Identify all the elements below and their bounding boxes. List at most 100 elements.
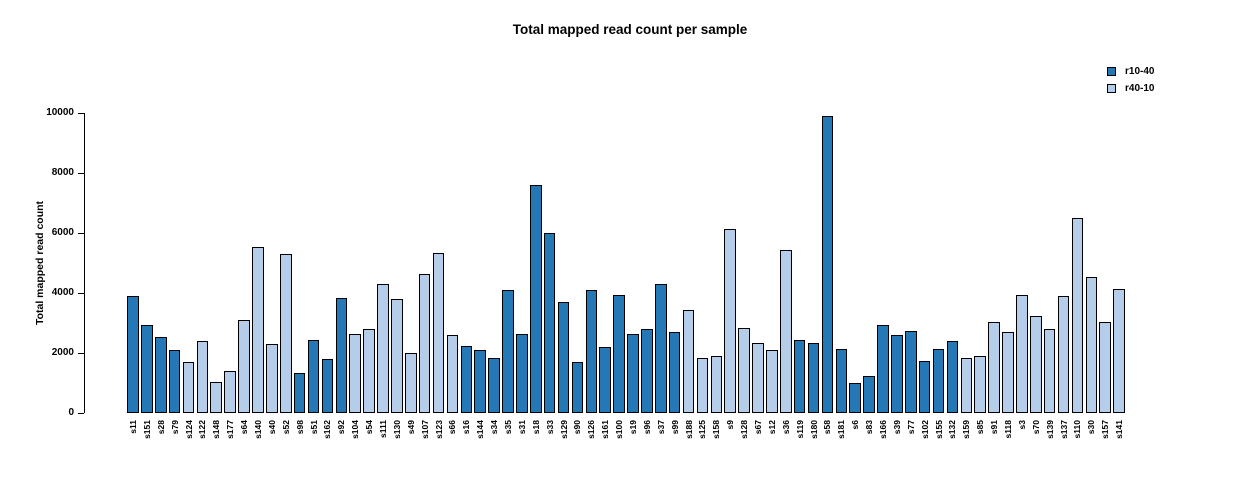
x-label-s188: s188: [683, 420, 694, 439]
x-label-s130: s130: [391, 420, 402, 439]
y-tick-mark: [78, 112, 84, 114]
bar-s188: [682, 309, 695, 413]
bar-s91: [988, 321, 1000, 413]
x-label-s16: s16: [461, 420, 472, 435]
x-label-s126: s126: [586, 420, 597, 439]
bar-s16: [460, 345, 473, 413]
x-label-s51: s51: [308, 420, 319, 435]
bar-s130: [391, 299, 403, 413]
x-label-s144: s144: [475, 420, 486, 439]
x-label-s139: s139: [1044, 420, 1055, 439]
x-label-s161: s161: [600, 420, 611, 439]
legend-label: r40-10: [1125, 82, 1155, 94]
bar-s3: [1016, 294, 1028, 413]
chart-title: Total mapped read count per sample: [512, 22, 748, 37]
x-label-s158: s158: [711, 420, 722, 439]
bar-s110: [1071, 218, 1084, 413]
bar-s119: [793, 339, 806, 413]
bar-s30: [1085, 276, 1098, 413]
bar-s39: [891, 335, 903, 413]
bar-s18: [529, 185, 542, 413]
legend-item: r10-40: [1107, 63, 1154, 80]
x-label-s98: s98: [294, 420, 305, 435]
x-label-s36: s36: [780, 420, 791, 435]
y-tick-mark: [78, 412, 84, 414]
bar-s99: [668, 332, 681, 413]
bar-s66: [446, 335, 459, 413]
x-label-s123: s123: [433, 420, 444, 439]
legend: r10-40 r40-10: [1107, 63, 1154, 97]
x-label-s33: s33: [544, 420, 555, 435]
x-label-s67: s67: [753, 420, 763, 435]
y-tick-label: 2000: [51, 347, 74, 358]
bar-s151: [141, 324, 153, 413]
bar-s40: [266, 344, 278, 413]
bar-s128: [738, 327, 750, 413]
bar-s85: [974, 356, 987, 413]
bar-s124: [182, 362, 195, 413]
bar-s79: [168, 350, 181, 413]
x-label-s137: s137: [1058, 420, 1069, 439]
x-label-s49: s49: [405, 420, 416, 435]
x-label-s79: s79: [169, 420, 180, 435]
y-tick-mark: [78, 292, 84, 294]
x-label-s159: s159: [961, 420, 972, 439]
bar-s36: [779, 249, 792, 413]
bar-s51: [307, 339, 320, 413]
bar-s139: [1043, 329, 1056, 413]
x-label-s118: s118: [1003, 420, 1014, 439]
x-label-s77: s77: [905, 420, 916, 435]
bar-s6: [849, 383, 861, 413]
bar-s137: [1057, 296, 1070, 413]
y-axis-line: [84, 113, 85, 413]
x-label-s177: s177: [225, 420, 236, 439]
bar-s132: [946, 341, 959, 413]
bar-s100: [613, 294, 625, 413]
y-tick-label: 8000: [51, 167, 74, 178]
bar-s67: [752, 342, 764, 413]
x-label-s34: s34: [489, 420, 500, 435]
legend-swatch-icon: [1107, 67, 1116, 76]
bar-s125: [696, 357, 709, 413]
bar-s34: [488, 357, 500, 413]
bar-s28: [154, 336, 167, 413]
x-label-s125: s125: [697, 420, 708, 439]
bar-s49: [404, 353, 417, 413]
y-tick-label: 6000: [51, 227, 74, 238]
x-label-s11: s11: [127, 420, 138, 434]
y-tick-label: 0: [68, 407, 74, 418]
x-label-s141: s141: [1114, 420, 1125, 439]
y-tick-mark: [78, 232, 84, 234]
bar-s177: [224, 371, 236, 413]
bar-s158: [710, 356, 723, 413]
x-label-s151: s151: [141, 420, 152, 439]
bar-s102: [918, 360, 931, 413]
x-label-s100: s100: [614, 420, 625, 439]
x-label-s6: s6: [850, 420, 861, 430]
x-label-s35: s35: [502, 420, 513, 435]
bar-s37: [654, 284, 667, 413]
x-label-s148: s148: [211, 420, 222, 439]
x-label-s155: s155: [933, 420, 944, 439]
x-label-s58: s58: [822, 420, 833, 435]
bar-s54: [363, 329, 375, 413]
x-label-s85: s85: [975, 420, 986, 435]
bar-s126: [585, 290, 598, 413]
bar-s144: [474, 350, 486, 413]
x-label-s28: s28: [155, 420, 166, 435]
bar-s141: [1113, 288, 1125, 413]
x-label-s66: s66: [447, 420, 458, 435]
x-label-s102: s102: [919, 420, 930, 439]
x-label-s132: s132: [947, 420, 958, 439]
legend-swatch-icon: [1107, 84, 1116, 93]
bar-s129: [557, 302, 570, 413]
x-label-s96: s96: [641, 420, 652, 435]
bar-s11: [127, 296, 139, 413]
x-label-s52: s52: [280, 420, 291, 435]
x-label-s107: s107: [419, 420, 430, 439]
x-label-s18: s18: [530, 420, 541, 435]
x-label-s124: s124: [183, 420, 194, 439]
x-label-s90: s90: [572, 420, 583, 435]
x-label-s162: s162: [322, 420, 333, 439]
y-tick-mark: [78, 172, 84, 174]
